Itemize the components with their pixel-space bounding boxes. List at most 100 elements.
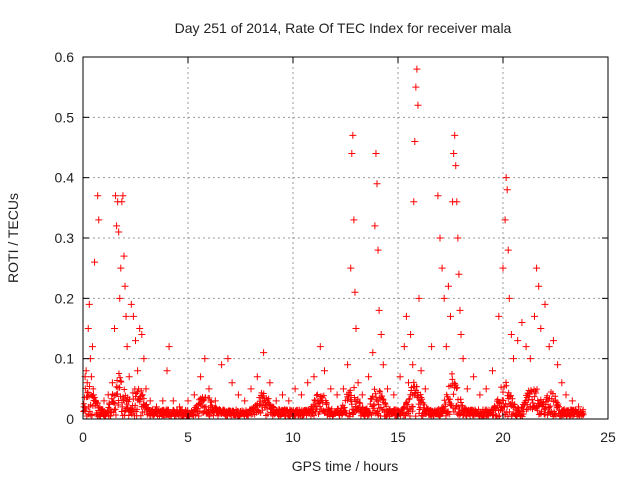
noise-marker [354,396,361,403]
noise-marker [542,406,549,413]
noise-marker [139,391,146,398]
noise-marker [520,411,527,418]
noise-marker [351,394,358,401]
noise-marker [116,384,123,391]
data-point [91,258,99,266]
data-point [132,337,139,345]
data-point [96,403,104,411]
noise-marker [450,408,457,415]
data-point [344,361,352,369]
noise-marker [112,411,119,418]
data-point [316,343,324,351]
data-point [476,391,484,399]
noise-marker [368,396,375,403]
data-point [374,246,382,254]
data-point [413,65,421,73]
noise-marker [546,404,553,411]
data-point [266,379,274,387]
noise-marker [522,397,529,404]
data-point [463,385,471,393]
data-point [375,306,383,314]
noise-marker [129,389,136,396]
data-point [142,385,150,393]
noise-marker [118,378,125,385]
noise-marker [117,393,124,400]
y-tick-label: 0 [66,411,74,427]
data-point [452,162,460,170]
noise-marker [133,390,140,397]
noise-marker [114,391,121,398]
noise-marker [112,406,119,413]
noise-marker [139,392,146,399]
data-point [495,312,503,320]
y-tick-label: 0.3 [55,230,75,246]
data-point [365,373,373,381]
noise-marker [134,406,141,413]
noise-marker [410,403,417,410]
noise-marker [369,393,376,400]
data-point [526,355,534,363]
data-point [327,385,335,393]
data-point [94,192,102,200]
data-point [531,312,538,320]
data-point [146,397,154,405]
data-point [350,216,358,224]
noise-marker [351,384,358,391]
noise-marker [541,405,548,412]
noise-marker [138,387,145,394]
data-point [190,391,198,399]
noise-marker [110,399,117,406]
noise-marker [448,370,455,377]
data-point [541,300,549,308]
noise-marker [143,401,150,408]
data-point [100,397,108,405]
data-point [562,391,570,399]
data-point [347,264,355,272]
noise-marker [270,403,277,410]
noise-marker [347,387,354,394]
noise-marker [547,403,554,410]
noise-marker [206,413,213,420]
noise-marker [371,386,378,393]
noise-marker [442,401,449,408]
data-point [482,385,490,393]
noise-marker [374,398,381,405]
noise-marker [90,385,97,392]
data-point [545,343,553,351]
noise-marker [111,406,118,413]
noise-marker [91,394,98,401]
noise-marker [447,396,454,403]
noise-marker [202,394,209,401]
data-point [369,349,377,357]
noise-marker [534,386,541,393]
data-point [90,391,97,399]
noise-marker [379,393,386,400]
x-tick-label: 5 [184,429,192,445]
data-point [201,355,209,363]
noise-marker [371,401,378,408]
data-point [136,325,144,332]
x-axis: 0 5 10 15 20 25 [79,57,616,445]
data-point [234,391,242,399]
noise-marker [374,408,381,415]
noise-marker [417,391,424,398]
data-point [415,294,423,302]
noise-marker [105,404,112,411]
noise-marker [503,382,510,389]
data-point [184,397,192,405]
noise-marker [419,396,426,403]
data-point [410,198,418,206]
data-point [409,361,417,369]
data-point [436,234,444,242]
noise-marker [407,412,414,419]
data-point [333,391,341,399]
data-point [304,379,312,387]
noise-marker [412,413,419,420]
data-point [440,294,448,302]
data-point [138,331,146,339]
data-point [451,131,459,139]
data-point [115,228,123,236]
data-point [421,385,429,393]
